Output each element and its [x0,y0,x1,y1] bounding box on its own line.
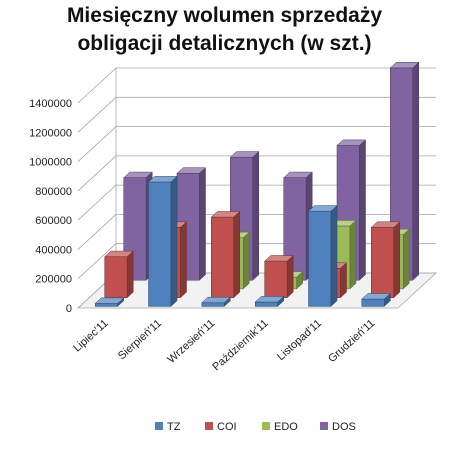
legend-label: TZ [167,421,181,433]
legend-swatch [262,422,270,430]
y-tick-label: 1400000 [29,98,72,110]
legend-label: EDO [274,421,298,433]
chart-title-line-2: obligacji detalicznych (w szt.) [77,32,372,55]
chart-bars [94,61,420,307]
x-category-label: Sierpień'11 [116,317,164,362]
x-category-label: Grudzień'11 [326,317,377,365]
y-tick-label: 400000 [35,244,72,256]
legend-swatch [320,422,328,430]
legend-swatch [205,422,213,430]
x-axis-category-labels: Lipiec'11 Sierpień'11 Wrzesień'11Październ… [71,317,377,373]
x-category-label: Lipiec'11 [71,317,110,354]
legend-label: DOS [332,421,356,433]
gridline [77,155,436,192]
bar-coi-2 [210,210,241,299]
y-axis-tick-labels: 0 200000 400000 600000 800000 1000000 1200000 1… [29,98,72,315]
chart-title: Miesięczny wolumen sprzedaży obligacji d… [0,2,449,58]
gridline [77,67,436,104]
chart-legend: TZ COI EDO DOS [155,421,356,433]
legend-item-coi: COI [205,421,237,433]
bar-tz-0 [94,297,125,307]
x-category-label: Październik'11 [210,317,270,373]
y-tick-label: 1000000 [29,157,72,169]
bar-tz-2 [201,296,231,307]
chart-title-line-1: Miesięczny wolumen sprzedaży [66,4,383,27]
gridline [77,184,436,221]
y-tick-label: 1200000 [29,127,72,139]
legend-item-dos: DOS [320,421,356,433]
legend-label: COI [217,421,237,433]
bar-tz-5 [361,292,391,307]
x-category-label: Listopad'11 [275,317,324,363]
y-tick-label: 600000 [35,215,72,227]
x-category-label: Wrzesień'11 [165,317,217,366]
bar-coi-5 [370,221,401,299]
bar-tz-4 [307,205,338,307]
bar-tz-3 [254,295,285,307]
legend-item-tz: TZ [155,421,181,433]
gridline [77,96,436,133]
y-tick-label: 0 [66,303,72,315]
y-tick-label: 800000 [35,186,72,198]
bar-coi-0 [104,250,134,299]
legend-swatch [155,422,163,430]
bar-coi-3 [264,254,294,299]
bar-tz-1 [147,175,178,307]
legend-item-edo: EDO [262,421,298,433]
gridline [77,126,436,162]
y-tick-label: 200000 [35,274,72,286]
